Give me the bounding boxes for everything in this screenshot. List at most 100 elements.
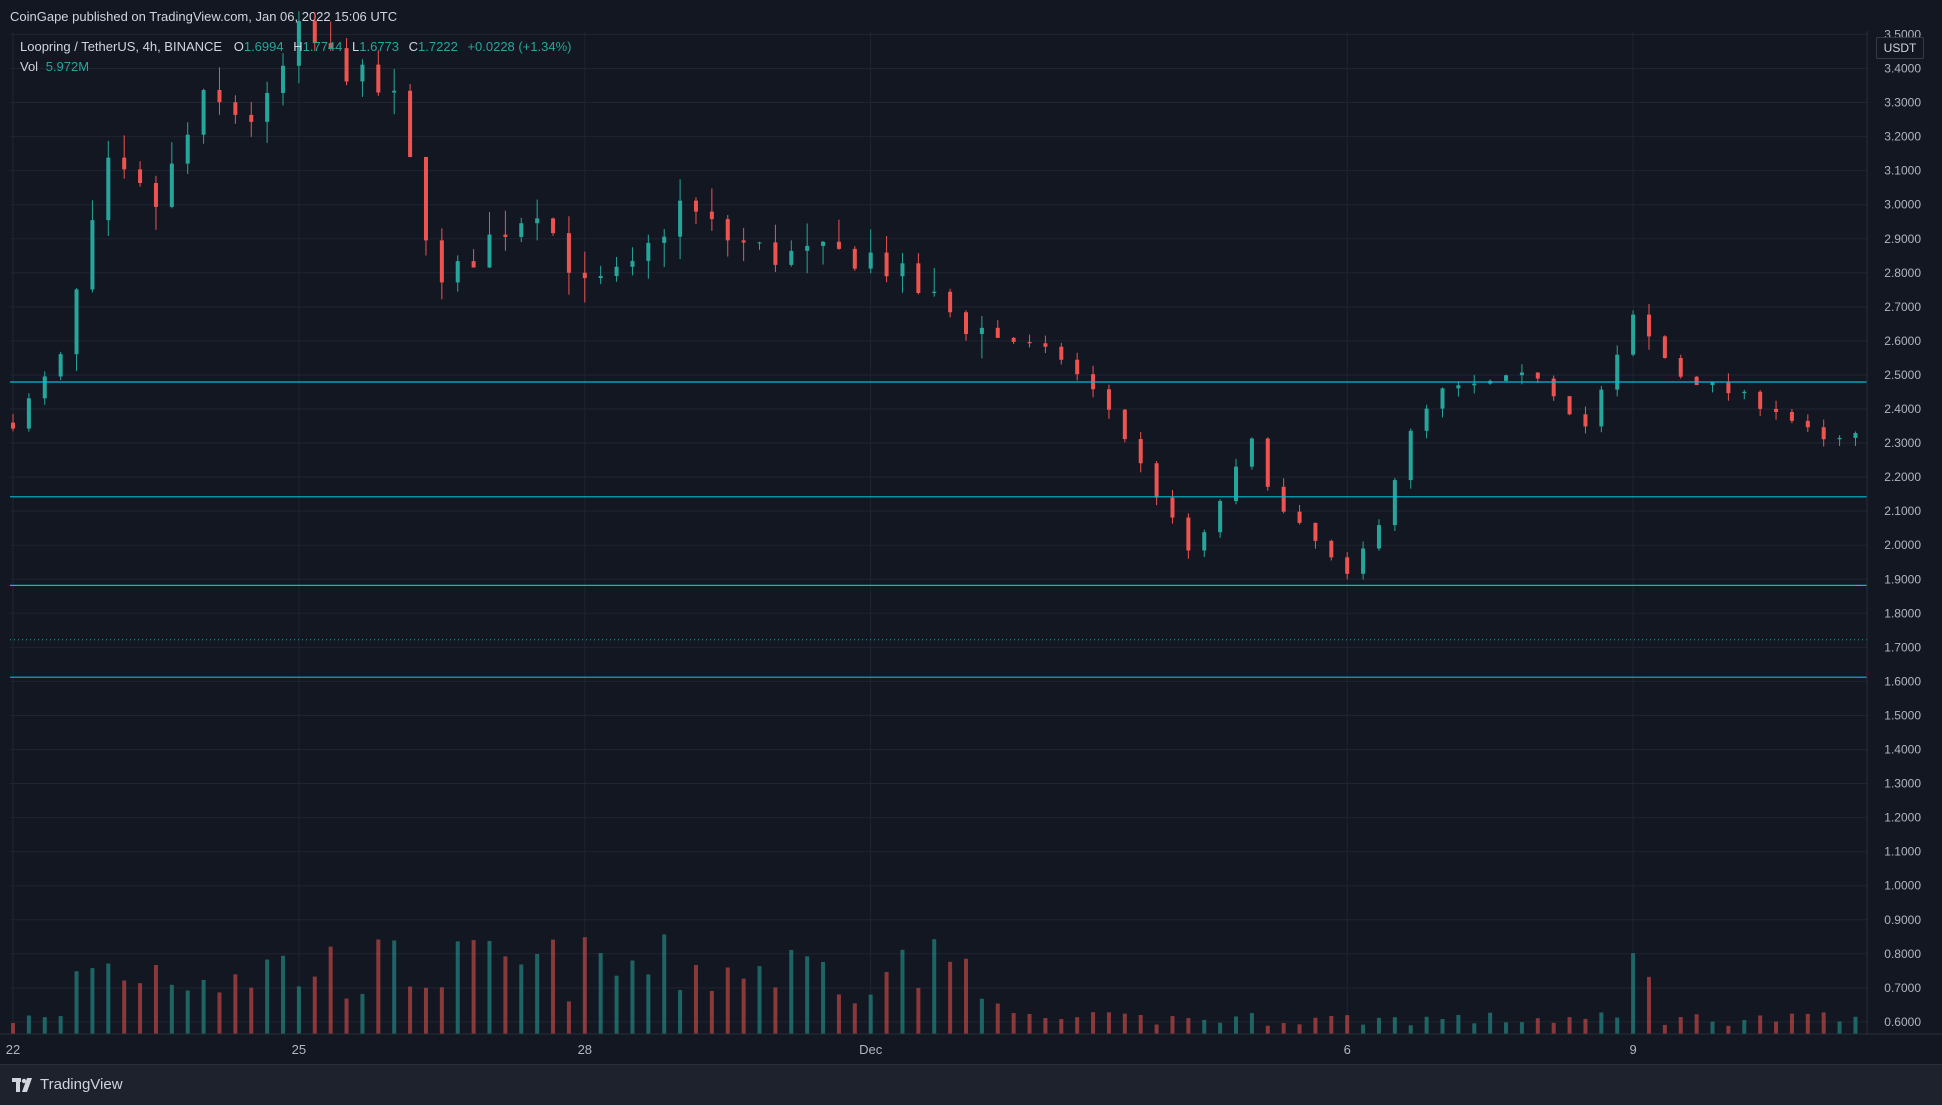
volume-label[interactable]: Vol <box>20 59 39 74</box>
candle-body <box>1758 391 1763 409</box>
volume-bar <box>1440 1018 1445 1034</box>
footer-bar: TradingView <box>0 1064 1942 1105</box>
volume-bar <box>1329 1015 1334 1034</box>
y-tick-label: 2.0000 <box>1884 538 1921 552</box>
volume-value: 5.972M <box>45 59 90 74</box>
candle-body <box>1551 378 1556 397</box>
candle-body <box>265 92 270 122</box>
candle-body <box>821 241 826 246</box>
brand-name: TradingView <box>40 1076 123 1093</box>
volume-bar <box>217 992 222 1034</box>
volume-bar <box>1376 1017 1381 1034</box>
candle-body <box>439 240 444 283</box>
volume-bar <box>725 967 730 1034</box>
volume-bar <box>122 980 127 1034</box>
candle-body <box>1519 372 1524 376</box>
low-value: 1.6773 <box>359 39 400 54</box>
volume-bar <box>1837 1021 1842 1034</box>
candle-body <box>678 200 683 237</box>
close-value: 1.7222 <box>418 39 458 54</box>
candle-body <box>948 291 953 313</box>
y-tick-label: 1.7000 <box>1884 640 1921 654</box>
candle-body <box>1249 438 1254 467</box>
volume-bar <box>233 974 238 1034</box>
tradingview-logo[interactable]: TradingView <box>12 1076 123 1093</box>
candle-body <box>852 248 857 269</box>
volume-bar <box>312 976 317 1034</box>
x-tick-label: 6 <box>1344 1042 1351 1057</box>
candle-body <box>1345 557 1350 574</box>
volume-bar <box>1646 976 1651 1034</box>
candle-body <box>1376 525 1381 549</box>
currency-label[interactable]: USDT <box>1876 37 1924 59</box>
volume-bar <box>582 937 587 1034</box>
volume-bar <box>1138 1014 1143 1034</box>
candle-body <box>1646 314 1651 337</box>
volume-bar <box>1011 1013 1016 1034</box>
volume-bar <box>1488 1012 1493 1034</box>
price-axis: 3.50003.40003.30003.20003.10003.00002.90… <box>1866 27 1942 1034</box>
volume-bar <box>693 964 698 1034</box>
price-chart[interactable]: 2.47922.14211.88211.61241.722249:46 3.50… <box>0 0 1942 1064</box>
volume-bar <box>11 1023 15 1034</box>
volume-bar <box>1599 1012 1604 1034</box>
symbol-name[interactable]: Loopring / TetherUS, 4h, BINANCE <box>20 39 223 54</box>
candle-body <box>376 64 381 93</box>
volume-bar <box>836 994 841 1034</box>
y-tick-label: 1.0000 <box>1884 879 1921 893</box>
volume-bar <box>58 1016 63 1034</box>
volume-bar <box>1567 1017 1572 1034</box>
x-tick-label: Dec <box>859 1042 883 1057</box>
volume-bar <box>1059 1019 1064 1034</box>
candle-body <box>392 90 397 93</box>
candle-body <box>328 43 333 49</box>
close-label: C <box>408 39 419 54</box>
volume-bar <box>503 956 508 1034</box>
volume-bar <box>868 994 873 1034</box>
volume-bar <box>281 955 286 1034</box>
y-tick-label: 1.6000 <box>1884 674 1921 688</box>
candle-body <box>1726 381 1731 394</box>
candle-body <box>1535 372 1540 379</box>
volume-bar <box>709 990 714 1034</box>
volume-bar <box>1392 1017 1397 1034</box>
volume-bar <box>1106 1012 1111 1034</box>
volume-bar <box>741 978 746 1034</box>
candle-body <box>360 64 365 82</box>
volume-bar <box>995 1003 1000 1034</box>
volume-bar <box>1043 1017 1048 1034</box>
candles <box>11 11 1937 580</box>
volume-bar <box>344 998 349 1034</box>
y-tick-label: 1.8000 <box>1884 606 1921 620</box>
candle-body <box>757 242 762 244</box>
volume-bar <box>1186 1018 1191 1034</box>
candle-body <box>836 241 841 249</box>
open-label: O <box>233 39 244 54</box>
candle-body <box>1710 381 1715 386</box>
candle-body <box>455 261 460 283</box>
volume-bar <box>265 959 270 1034</box>
y-tick-label: 3.3000 <box>1884 96 1921 110</box>
candle-body <box>1583 414 1588 427</box>
y-tick-label: 0.7000 <box>1884 981 1921 995</box>
candle-body <box>1361 548 1366 574</box>
candle-body <box>1615 354 1620 390</box>
candle-body <box>138 169 143 184</box>
candle-body <box>1821 427 1826 440</box>
candle-body <box>26 398 31 429</box>
candle-body <box>884 252 889 277</box>
volume-bar <box>1456 1014 1461 1034</box>
candle-body <box>964 312 968 334</box>
candle-body <box>1456 385 1461 389</box>
candle-body <box>1297 511 1302 523</box>
volume-bar <box>1789 1013 1794 1034</box>
candle-body <box>1662 336 1667 358</box>
candle-body <box>169 163 174 207</box>
candle-body <box>1694 376 1699 386</box>
x-tick-label: 28 <box>578 1042 592 1057</box>
volume-bar <box>1742 1020 1747 1034</box>
volume-bar <box>1583 1018 1588 1034</box>
candle-body <box>1408 430 1413 481</box>
volume-bar <box>1234 1016 1239 1034</box>
volume-bar <box>535 954 540 1034</box>
